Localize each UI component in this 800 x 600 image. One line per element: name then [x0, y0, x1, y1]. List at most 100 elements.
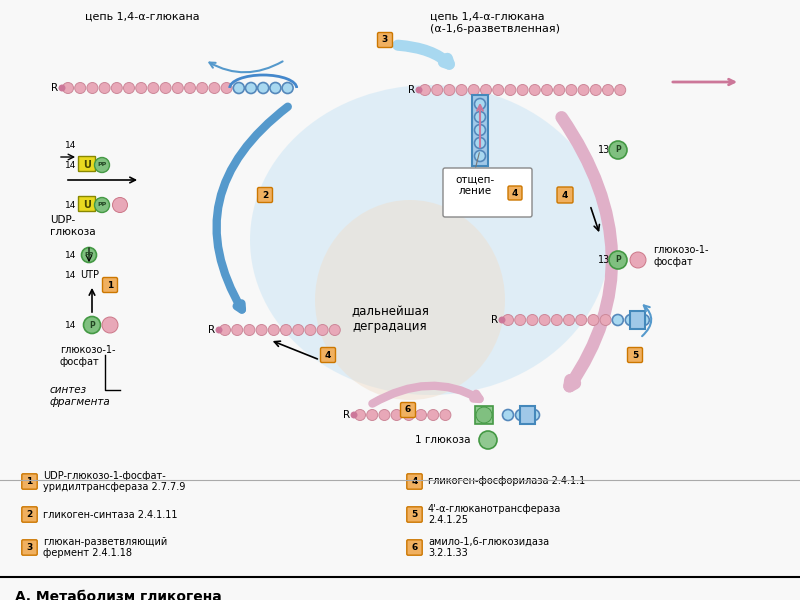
FancyBboxPatch shape [407, 507, 422, 522]
Text: PP: PP [84, 253, 94, 257]
Circle shape [221, 82, 232, 94]
Text: амило-1,6-глюкозидаза
3.2.1.33: амило-1,6-глюкозидаза 3.2.1.33 [428, 536, 549, 558]
Ellipse shape [250, 85, 610, 395]
Circle shape [474, 137, 486, 148]
Circle shape [609, 141, 627, 159]
Circle shape [391, 409, 402, 421]
Circle shape [94, 157, 110, 173]
Text: 5: 5 [632, 350, 638, 359]
FancyBboxPatch shape [22, 507, 38, 522]
Circle shape [539, 314, 550, 325]
Circle shape [542, 85, 553, 95]
Circle shape [232, 325, 242, 335]
Circle shape [258, 82, 269, 94]
Circle shape [468, 85, 479, 95]
Circle shape [527, 314, 538, 325]
Circle shape [330, 325, 340, 335]
Text: цепь 1,4-α-глюкана: цепь 1,4-α-глюкана [85, 12, 200, 22]
FancyBboxPatch shape [378, 32, 393, 47]
Circle shape [148, 82, 159, 94]
Circle shape [481, 85, 491, 95]
Circle shape [172, 82, 183, 94]
Circle shape [600, 314, 611, 325]
Text: А. Метаболизм гликогена: А. Метаболизм гликогена [15, 590, 222, 600]
FancyBboxPatch shape [78, 157, 95, 172]
Ellipse shape [315, 200, 505, 400]
FancyBboxPatch shape [508, 186, 522, 200]
Circle shape [578, 85, 589, 95]
FancyBboxPatch shape [407, 540, 422, 555]
Text: 6: 6 [411, 543, 418, 552]
Text: 1: 1 [107, 280, 113, 289]
Circle shape [444, 85, 455, 95]
FancyBboxPatch shape [258, 187, 273, 202]
Circle shape [83, 317, 101, 334]
FancyBboxPatch shape [627, 347, 642, 362]
Circle shape [515, 409, 526, 421]
Circle shape [87, 82, 98, 94]
Text: 4: 4 [411, 477, 418, 486]
Text: 13: 13 [598, 255, 610, 265]
Circle shape [216, 327, 222, 333]
Circle shape [630, 252, 646, 268]
Text: 4: 4 [562, 191, 568, 199]
Text: отщеп-
ление: отщеп- ление [455, 174, 494, 196]
Circle shape [62, 82, 74, 94]
Circle shape [403, 409, 414, 421]
Circle shape [530, 85, 540, 95]
Circle shape [474, 151, 486, 161]
Circle shape [432, 85, 442, 95]
Circle shape [499, 317, 505, 323]
Text: 2: 2 [262, 191, 268, 199]
Circle shape [609, 251, 627, 269]
Circle shape [270, 82, 281, 94]
Circle shape [440, 409, 451, 421]
Circle shape [305, 325, 316, 335]
Circle shape [111, 82, 122, 94]
Text: синтез
фрагмента: синтез фрагмента [50, 385, 110, 407]
Circle shape [246, 82, 257, 94]
Bar [472, 94, 488, 166]
Text: глюкозо-1-
фосфат: глюкозо-1- фосфат [653, 245, 709, 266]
Circle shape [160, 82, 171, 94]
Circle shape [588, 314, 599, 325]
Text: R: R [51, 83, 58, 93]
Circle shape [219, 325, 230, 335]
Circle shape [590, 85, 602, 95]
Text: PP: PP [98, 202, 106, 208]
Text: P: P [615, 256, 621, 265]
Circle shape [123, 82, 134, 94]
Circle shape [293, 325, 304, 335]
Circle shape [94, 197, 110, 212]
Text: R: R [343, 410, 350, 420]
Circle shape [517, 85, 528, 95]
Circle shape [244, 325, 255, 335]
Text: PP: PP [98, 163, 106, 167]
Text: 14: 14 [65, 320, 76, 329]
Circle shape [566, 85, 577, 95]
Text: 2: 2 [26, 510, 33, 519]
Text: глюкозо-1-
фосфат: глюкозо-1- фосфат [60, 345, 115, 367]
Circle shape [102, 317, 118, 333]
FancyBboxPatch shape [407, 474, 422, 489]
Text: 14: 14 [65, 200, 76, 209]
Circle shape [428, 409, 438, 421]
Text: 14: 14 [65, 160, 76, 169]
Circle shape [354, 409, 366, 421]
Circle shape [638, 314, 650, 325]
Text: UDP-глюкозо-1-фосфат-
уридилтрансфераза 2.7.7.9: UDP-глюкозо-1-фосфат- уридилтрансфераза … [43, 470, 186, 492]
Text: U: U [83, 200, 91, 210]
Text: цепь 1,4-α-глюкана
(α-1,6-разветвленная): цепь 1,4-α-глюкана (α-1,6-разветвленная) [430, 12, 560, 34]
Text: 5: 5 [411, 510, 418, 519]
Circle shape [502, 314, 514, 325]
Bar [630, 311, 645, 329]
Text: 14: 14 [65, 140, 76, 149]
Circle shape [612, 314, 623, 325]
Circle shape [514, 314, 526, 325]
Text: 3: 3 [382, 35, 388, 44]
Circle shape [379, 409, 390, 421]
Text: 6: 6 [405, 406, 411, 415]
Circle shape [602, 85, 614, 95]
Text: 14: 14 [65, 251, 76, 259]
Circle shape [415, 409, 426, 421]
